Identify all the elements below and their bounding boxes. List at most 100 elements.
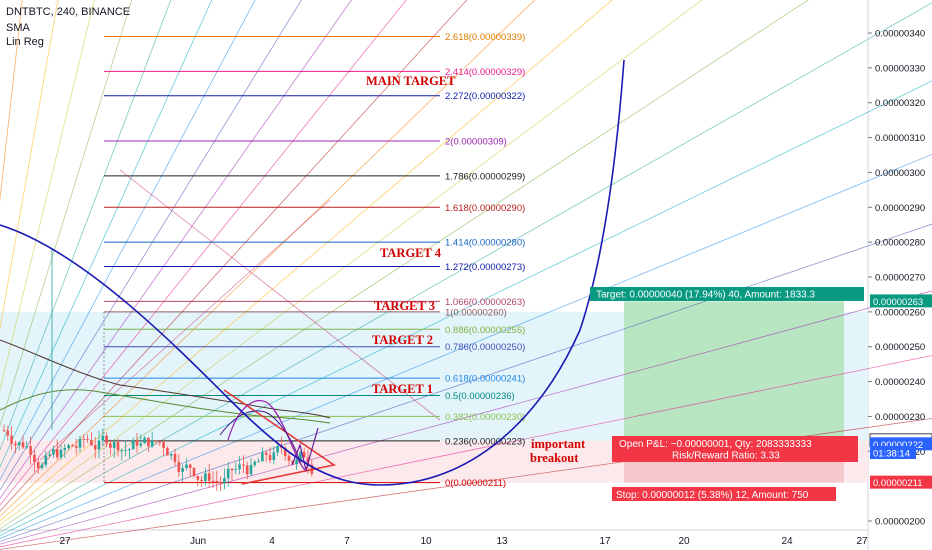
candle-body (33, 454, 36, 463)
candle-body (52, 449, 55, 455)
candle-body (158, 441, 162, 443)
fib-level-label: 0.886(0.00000255) (445, 325, 525, 336)
fan-line (0, 153, 932, 539)
y-axis-tick-label: 0.00000320 (875, 98, 925, 109)
candle-body (143, 437, 146, 444)
candle-body (101, 435, 105, 441)
fib-level-label: 2.272(0.00000322) (445, 91, 525, 102)
candle-body (135, 440, 139, 446)
fib-level-label: 0.618(0.00000241) (445, 374, 525, 385)
y-axis-tick-label: 0.00000270 (875, 273, 925, 284)
x-axis-tick-label: 27 (856, 536, 868, 547)
candle-body (59, 449, 63, 458)
price-tag: 0.00000263 (873, 297, 923, 308)
chart-annotation: important (531, 437, 586, 451)
x-axis-tick-label: 20 (678, 536, 690, 547)
study-linreg-label[interactable]: Lin Reg (6, 36, 44, 48)
candle-body (245, 465, 249, 475)
candle-body (264, 452, 268, 455)
fib-level-label: 1.618(0.00000290) (445, 203, 525, 214)
candle-body (139, 443, 143, 446)
y-axis-tick-label: 0.00000260 (875, 307, 925, 318)
chart-annotation: TARGET 3 (374, 299, 435, 313)
candle-body (14, 443, 17, 446)
fan-line (0, 417, 932, 550)
candle-body (154, 440, 158, 442)
candle-body (192, 467, 196, 476)
projection-curve (0, 59, 625, 486)
price-tag-bg (870, 294, 932, 308)
candle-body (173, 453, 177, 462)
candle-body (215, 480, 219, 482)
candle-body (177, 461, 181, 473)
candle-body (249, 465, 253, 475)
candle-body (71, 445, 74, 447)
candle-body (90, 439, 93, 446)
fan-line (0, 355, 932, 548)
study-sma-label[interactable]: SMA (6, 22, 30, 34)
candle-body (36, 462, 40, 469)
candle-body (147, 437, 150, 447)
fib-level-label: 1.414(0.00000280) (445, 238, 525, 249)
candle-body (196, 475, 200, 480)
candle-body (238, 464, 241, 470)
price-tag-bg (870, 446, 916, 460)
y-axis-tick-label: 0.00000280 (875, 238, 925, 249)
y-axis-tick-label: 0.00000200 (875, 517, 925, 528)
symbol-title: DNTBTC, 240, BINANCE (6, 6, 131, 18)
candle-body (287, 455, 291, 461)
fib-level-label: 1(0.00000260) (445, 307, 507, 318)
candle-body (105, 435, 108, 444)
fib-level-label: 0.786(0.00000250) (445, 342, 525, 353)
position-target-label: Target: 0.00000040 (17.94%) 40, Amount: … (596, 290, 815, 301)
candle-body (25, 446, 29, 448)
candle-body (226, 468, 230, 479)
diagonal-line (39, 199, 331, 461)
chart-annotation: TARGET 4 (380, 246, 442, 260)
y-axis-tick-label: 0.00000240 (875, 377, 925, 388)
candle-body (124, 449, 127, 451)
candle-body (48, 454, 51, 456)
y-axis-tick-label: 0.00000290 (875, 203, 925, 214)
candle-body (242, 464, 245, 466)
x-axis-tick-label: 27 (59, 536, 71, 547)
candle-body (29, 446, 32, 455)
x-axis-tick-label: 13 (496, 536, 508, 547)
candle-body (185, 464, 188, 469)
y-axis-tick-label: 0.00000300 (875, 168, 925, 179)
candle-body (44, 455, 48, 465)
price-tag: 0.00000211 (873, 478, 923, 489)
sma-line (0, 339, 331, 419)
candle-body (112, 442, 116, 448)
pnl-label-bg (612, 436, 858, 462)
fib-level-label: 0.382(0.00000230) (445, 412, 525, 423)
candle-body (21, 442, 25, 448)
candle-body (200, 479, 203, 482)
candle-body (120, 450, 124, 452)
candle-body (257, 461, 260, 463)
candle-body (82, 438, 86, 440)
candle-body (78, 438, 82, 448)
candle-body (63, 447, 67, 450)
candle-body (166, 447, 169, 456)
candle-body (169, 453, 173, 456)
candle-body (162, 442, 165, 448)
projection-zigzag (291, 427, 319, 473)
candle-body (268, 454, 272, 461)
y-axis-tick-label: 0.00000250 (875, 342, 925, 353)
candle-body (6, 430, 10, 436)
x-axis-tick-label: Jun (190, 536, 206, 547)
candle-body (283, 447, 287, 456)
candle-body (116, 442, 120, 451)
stop-label-bg (612, 487, 836, 501)
elliott-curve (219, 410, 301, 463)
